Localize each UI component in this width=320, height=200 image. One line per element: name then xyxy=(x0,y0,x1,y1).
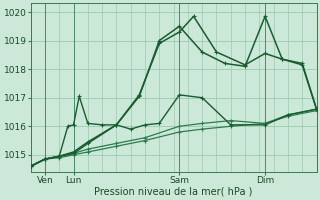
X-axis label: Pression niveau de la mer( hPa ): Pression niveau de la mer( hPa ) xyxy=(94,187,253,197)
